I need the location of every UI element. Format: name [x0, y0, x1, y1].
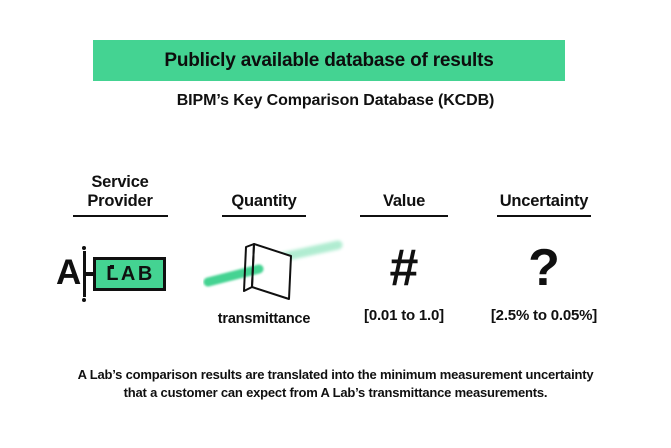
glass-plate-outline — [243, 243, 292, 300]
incoming-beam — [203, 264, 264, 287]
header-line-1: Service — [91, 173, 149, 191]
logo-vertical-bar — [83, 251, 86, 297]
column-header-service-provider: Service Provider — [45, 167, 195, 211]
column-header-uncertainty: Uncertainty — [499, 192, 589, 210]
column-quantity: Quantity — [189, 167, 339, 217]
title-banner: Publicly available database of results — [93, 40, 565, 81]
logo-lab-dot — [110, 265, 114, 269]
logo-bottom-dot — [81, 298, 86, 302]
logo-top-dot — [81, 246, 86, 250]
caption-line-2: that a customer can expect from A Lab’s … — [123, 385, 548, 400]
uncertainty-question-mark-symbol: ? — [528, 239, 560, 297]
column-uncertainty: Uncertainty — [469, 167, 619, 217]
a-lab-logo: A LAB — [56, 246, 168, 302]
subtitle: BIPM’s Key Comparison Database (KCDB) — [176, 92, 495, 109]
column-header-value: Value — [382, 192, 426, 210]
uncertainty-range: [2.5% to 0.05%] — [490, 307, 598, 324]
banner-title: Publicly available database of results — [164, 49, 494, 71]
exiting-beam — [278, 240, 343, 262]
header-underline — [360, 215, 448, 217]
logo-lab-label: LAB — [106, 263, 155, 285]
column-service-provider: Service Provider — [45, 167, 195, 217]
header-underline — [222, 215, 306, 217]
header-underline — [72, 215, 168, 217]
caption-line-1: A Lab’s comparison results are translate… — [77, 367, 594, 382]
value-range: [0.01 to 1.0] — [364, 307, 444, 324]
header-line-2: Provider — [87, 192, 153, 210]
quantity-label: transmittance — [217, 311, 311, 327]
logo-tick — [86, 272, 95, 276]
logo-letter-a: A — [56, 253, 82, 292]
logo-lab-box: LAB — [93, 257, 166, 291]
light-beam-through-glass-plate-icon — [203, 240, 343, 300]
value-hash-symbol: # — [389, 239, 419, 297]
column-header-quantity: Quantity — [231, 192, 297, 210]
header-underline — [497, 215, 591, 217]
caption: A Lab’s comparison results are translate… — [0, 366, 671, 402]
column-value: Value — [329, 167, 479, 217]
